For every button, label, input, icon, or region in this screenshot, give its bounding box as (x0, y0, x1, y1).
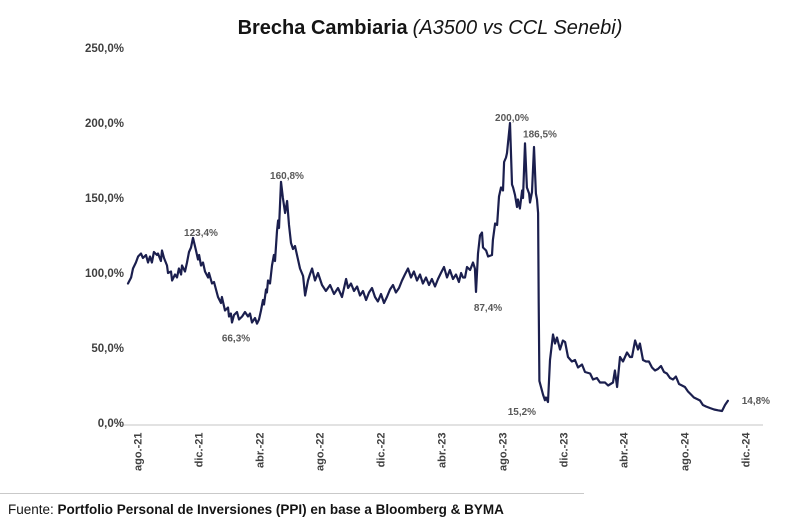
data-label: 123,4% (184, 228, 218, 239)
x-axis-label: dic.-22 (375, 432, 388, 468)
data-label: 14,8% (742, 396, 770, 407)
y-axis-label: 100,0% (85, 268, 124, 280)
x-axis-label: dic.-21 (193, 432, 206, 468)
y-axis-label: 250,0% (85, 43, 124, 55)
x-axis-label: abr.-22 (254, 432, 267, 468)
chart-title-sub: (A3500 vs CCL Senebi) (412, 17, 623, 39)
x-axis-label: ago.-24 (679, 432, 692, 472)
data-label: 15,2% (508, 407, 536, 418)
source-prefix: Fuente: (8, 502, 58, 517)
x-axis-label: ago.-22 (314, 432, 327, 472)
chart-title-main: Brecha Cambiaria (237, 17, 408, 39)
data-label: 160,8% (270, 171, 304, 182)
x-axis-label: ago.-21 (132, 432, 145, 472)
chart-title: Brecha Cambiaria (A3500 vs CCL Senebi) (40, 17, 800, 40)
x-axis-label: abr.-24 (618, 432, 631, 468)
line-chart: 250,0% 200,0% 150,0% 100,0% 50,0% 0,0% 123,4% 1… (85, 43, 770, 430)
x-axis-label: abr.-23 (436, 432, 449, 468)
data-label: 87,4% (474, 303, 502, 314)
y-axis-label: 0,0% (98, 418, 124, 430)
data-label: 66,3% (222, 334, 250, 345)
source-text: Portfolio Personal de Inversiones (PPI) … (57, 502, 504, 517)
y-axis-label: 150,0% (85, 193, 124, 205)
y-axis-label: 50,0% (91, 343, 124, 355)
source-note: Fuente: Portfolio Personal de Inversione… (8, 502, 504, 517)
data-label: 200,0% (495, 113, 529, 124)
data-label: 186,5% (523, 129, 557, 140)
x-axis-label: dic.-24 (740, 432, 753, 468)
footer-divider (0, 493, 584, 494)
x-axis-label: ago.-23 (497, 432, 510, 472)
x-axis-label: dic.-23 (558, 432, 571, 468)
y-axis-label: 200,0% (85, 118, 124, 130)
series-line (126, 121, 730, 413)
